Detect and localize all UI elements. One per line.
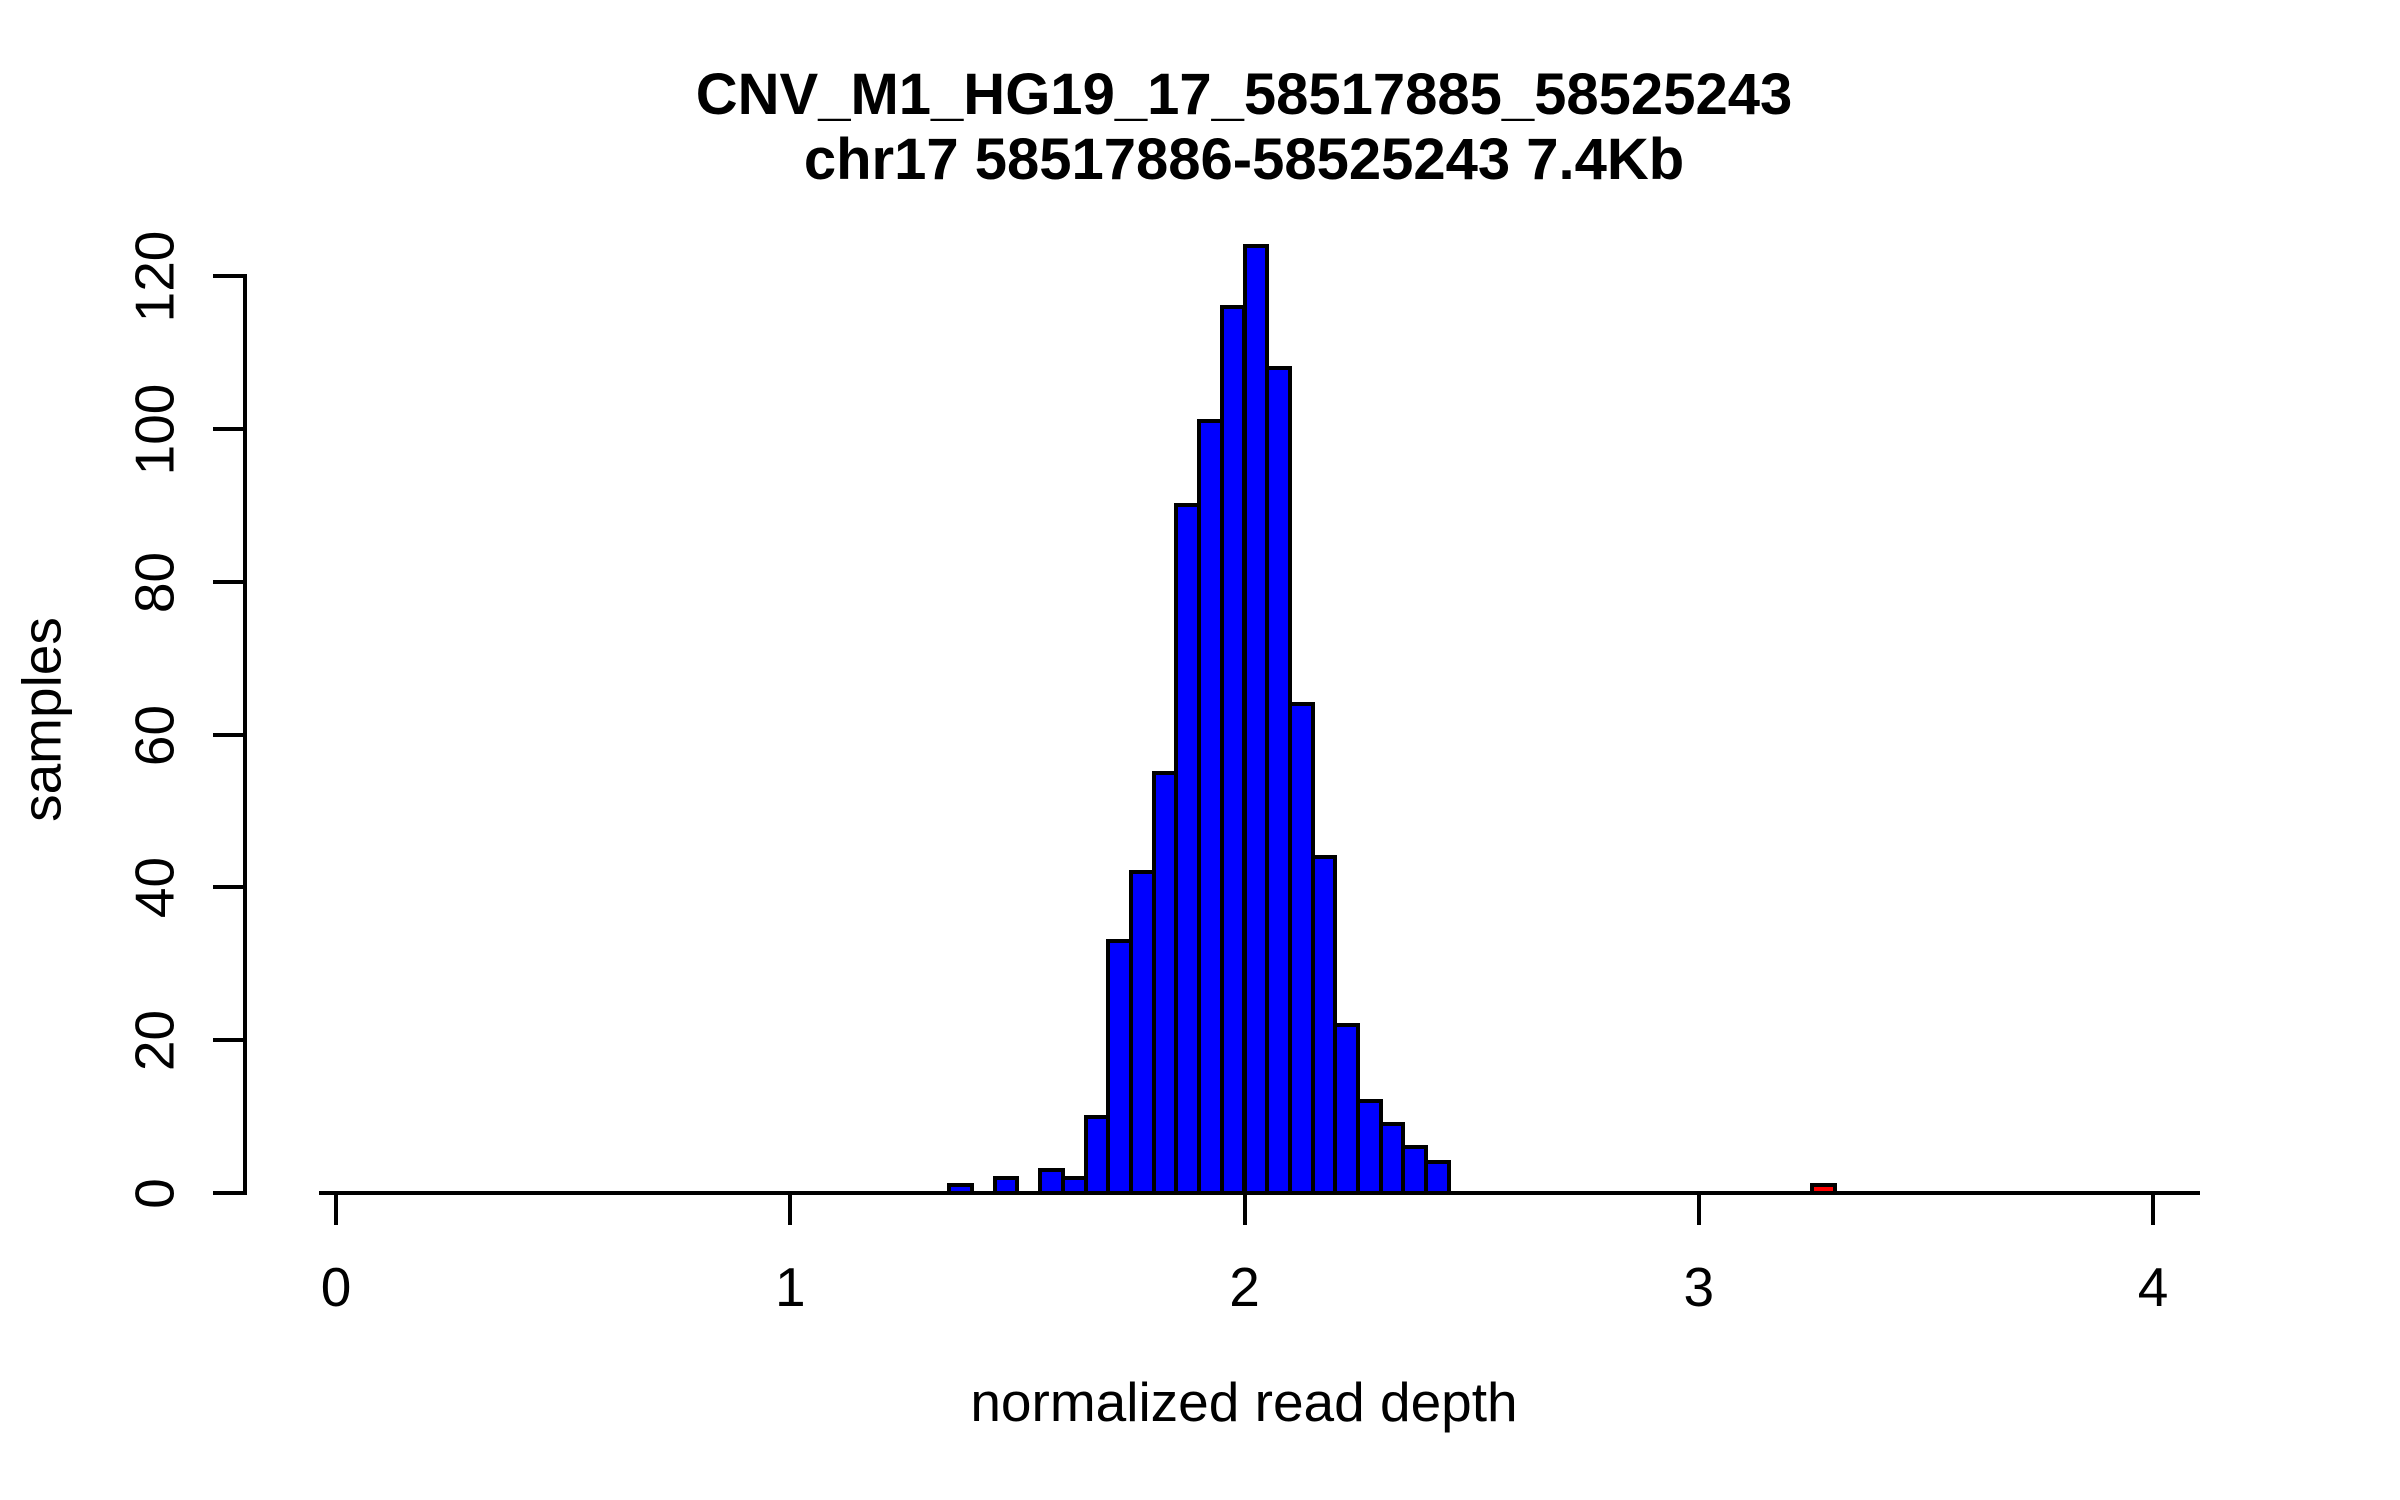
y-tick-label: 60 (123, 704, 186, 766)
y-axis-label: samples (10, 617, 73, 822)
x-tick-label: 1 (774, 1256, 806, 1318)
x-tick-label: 4 (2137, 1256, 2169, 1318)
y-tick (213, 1191, 243, 1195)
x-tick-label: 2 (1229, 1256, 1260, 1318)
y-tick (213, 579, 243, 584)
x-axis-label: normalized read depth (970, 1371, 1518, 1433)
y-tick-label: 100 (123, 383, 186, 476)
x-tick-label: 0 (320, 1256, 352, 1318)
histogram-bar (992, 1175, 1020, 1195)
x-tick (334, 1195, 338, 1225)
y-axis-line (243, 274, 247, 1195)
y-tick (213, 274, 243, 279)
chart-title: CNV_M1_HG19_17_58517885_58525243 chr17 5… (88, 62, 2400, 192)
x-tick (1696, 1195, 1701, 1225)
x-tick (2151, 1195, 2155, 1225)
x-tick (788, 1195, 793, 1225)
y-tick-label: 0 (123, 1178, 186, 1209)
y-tick-label: 40 (123, 857, 186, 919)
chart-title-line1: CNV_M1_HG19_17_58517885_58525243 (695, 62, 1793, 127)
histogram-bar (1424, 1160, 1451, 1195)
y-tick (213, 885, 243, 890)
y-tick-label: 120 (123, 230, 186, 323)
chart-title-line2: chr17 58517886-58525243 7.4Kb (803, 127, 1685, 192)
y-tick (213, 427, 243, 431)
x-tick (1242, 1195, 1247, 1225)
y-tick-label: 20 (123, 1010, 186, 1072)
y-tick (213, 732, 243, 737)
outlier-bar (1810, 1183, 1838, 1195)
y-tick-label: 80 (123, 551, 186, 613)
x-tick-label: 3 (1683, 1256, 1715, 1318)
histogram-bar (947, 1183, 974, 1195)
y-tick (213, 1038, 243, 1043)
